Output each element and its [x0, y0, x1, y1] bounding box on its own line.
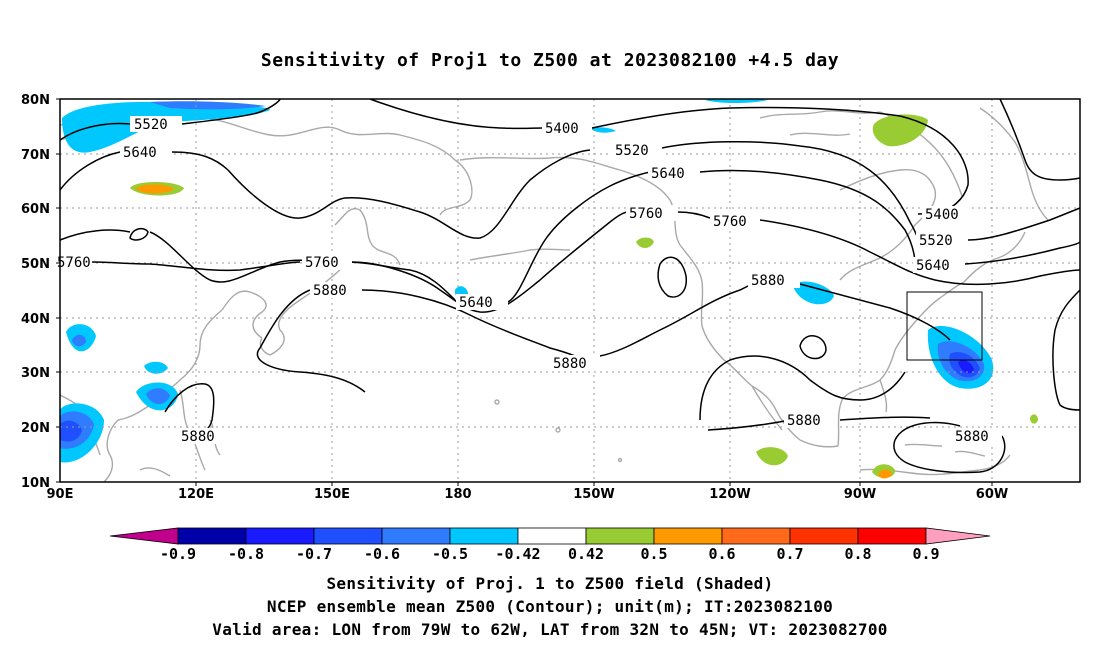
colorbar-swatch-9: [789, 527, 859, 545]
contour-label-5640-b: 5640: [651, 166, 685, 182]
colorbar-swatch-6: [585, 527, 655, 545]
caption-line-3: Valid area: LON from 79W to 62W, LAT fro…: [212, 620, 888, 639]
contour-label-5400-a: 5400: [545, 121, 579, 137]
map-panel: 5520 5640 5400 5520 5640 5760 5760 5400 …: [21, 93, 1081, 502]
lon-label-90e: 90E: [47, 487, 74, 502]
longitude-labels: 90E 120E 150E 180 150W 120W 90W 60W: [47, 487, 1009, 502]
colorbar-label-10: 0.8: [844, 545, 871, 563]
lat-label-60n: 60N: [21, 202, 50, 217]
colorbar-label-3: -0.6: [364, 545, 400, 563]
axis-ticks: [56, 98, 993, 486]
colorbar-label-8: 0.6: [708, 545, 735, 563]
lat-label-10n: 10N: [21, 476, 50, 491]
lon-label-150e: 150E: [314, 487, 350, 502]
contour-label-5520-b: 5520: [615, 143, 649, 159]
caption-line-2: NCEP ensemble mean Z500 (Contour); unit(…: [266, 597, 834, 616]
lon-label-90w: 90W: [844, 487, 876, 502]
colorbar-swatch-4: [449, 527, 519, 545]
colorbar-label-6: 0.42: [568, 545, 604, 563]
lat-label-70n: 70N: [21, 148, 50, 163]
contour-label-5400-b: 5400: [925, 207, 959, 223]
lat-label-20n: 20N: [21, 421, 50, 436]
contour-label-5880-e: 5880: [181, 429, 215, 445]
shade-neg-arctic-west: [62, 101, 270, 153]
shade-neg-india-a-core: [72, 334, 86, 347]
shade-neg-target-core: [958, 360, 974, 374]
colorbar-swatch-5: [517, 527, 587, 545]
lon-label-150w: 150W: [573, 487, 614, 502]
shade-neg-china-a: [144, 361, 168, 374]
colorbar-label-9: 0.7: [776, 545, 803, 563]
z500-contours: [59, 98, 1081, 474]
colorbar-label-0: -0.9: [160, 545, 196, 563]
contour-labels: 5520 5640 5400 5520 5640 5760 5760 5400 …: [54, 116, 1002, 445]
contour-label-5880-d: 5880: [787, 413, 821, 429]
colorbar-label-5: -0.42: [495, 545, 540, 563]
contour-label-5760-d: 5760: [57, 255, 91, 271]
lon-label-120w: 120W: [709, 487, 750, 502]
colorbar-swatch-8: [721, 527, 791, 545]
contour-label-5760-b: 5760: [713, 214, 747, 230]
shade-pos-alaska: [636, 237, 654, 248]
colorbar-swatch-7: [653, 527, 723, 545]
colorbar-swatch-2: [313, 527, 383, 545]
shade-pos-caribbean-core: [878, 469, 892, 479]
contour-label-5520-a: 5520: [134, 117, 168, 133]
colorbar-label-7: 0.5: [640, 545, 667, 563]
contour-label-5520-c: 5520: [919, 233, 953, 249]
colorbar-label-1: -0.8: [228, 545, 264, 563]
lon-label-180: 180: [444, 487, 471, 502]
shade-neg-plains: [793, 281, 834, 305]
shade-neg-top-b: [590, 127, 616, 133]
map-frame: [59, 98, 1081, 483]
valid-area-box: [906, 291, 983, 361]
colorbar-label-11: 0.9: [912, 545, 939, 563]
contour-label-5640-c: 5640: [916, 258, 950, 274]
lon-label-120e: 120E: [178, 487, 214, 502]
shade-pos-siberia-core: [136, 184, 174, 194]
shade-neg-china-b-core: [146, 388, 170, 404]
latitude-labels: 80N 70N 60N 50N 40N 30N 20N 10N: [21, 93, 50, 491]
colorbar-swatch-3: [381, 527, 451, 545]
contour-label-5640-d: 5640: [459, 295, 493, 311]
colorbar-label-2: -0.7: [296, 545, 332, 563]
shade-pos-greenland: [872, 114, 928, 147]
contour-label-5640-a: 5640: [123, 145, 157, 161]
shade-neg-arctic-west-core: [150, 101, 266, 110]
colorbar-swatch-0: [177, 527, 247, 545]
contour-label-5760-c: 5760: [305, 255, 339, 271]
colorbar-label-4: -0.5: [432, 545, 468, 563]
colorbar-swatch-1: [245, 527, 315, 545]
lon-label-60w: 60W: [976, 487, 1008, 502]
lat-label-40n: 40N: [21, 312, 50, 327]
gridlines: [60, 99, 1080, 482]
shade-pos-mexico: [756, 447, 788, 466]
contour-label-5880-b: 5880: [553, 356, 587, 372]
colorbar-high-end: [925, 527, 991, 545]
shade-neg-bengal-core: [60, 420, 82, 442]
colorbar-swatch-10: [857, 527, 927, 545]
lat-label-30n: 30N: [21, 366, 50, 381]
contour-label-5880-c: 5880: [751, 273, 785, 289]
contour-label-5880-f: 5880: [955, 429, 989, 445]
contour-label-5760-a: 5760: [629, 206, 663, 222]
lat-label-50n: 50N: [21, 257, 50, 272]
map-background: [60, 99, 1080, 482]
contour-label-5880-a: 5880: [313, 283, 347, 299]
colorbar-low-end: [109, 527, 179, 545]
lat-label-80n: 80N: [21, 93, 50, 108]
colorbar: -0.9 -0.8 -0.7 -0.6 -0.5 -0.42 0.42 0.5 0.6 0.7 0.…: [109, 527, 991, 563]
caption-line-1: Sensitivity of Proj. 1 to Z500 field (Sh…: [326, 574, 774, 593]
shade-pos-atlantic: [1030, 414, 1038, 424]
figure-title: Sensitivity of Proj1 to Z500 at 20230821…: [260, 50, 840, 71]
